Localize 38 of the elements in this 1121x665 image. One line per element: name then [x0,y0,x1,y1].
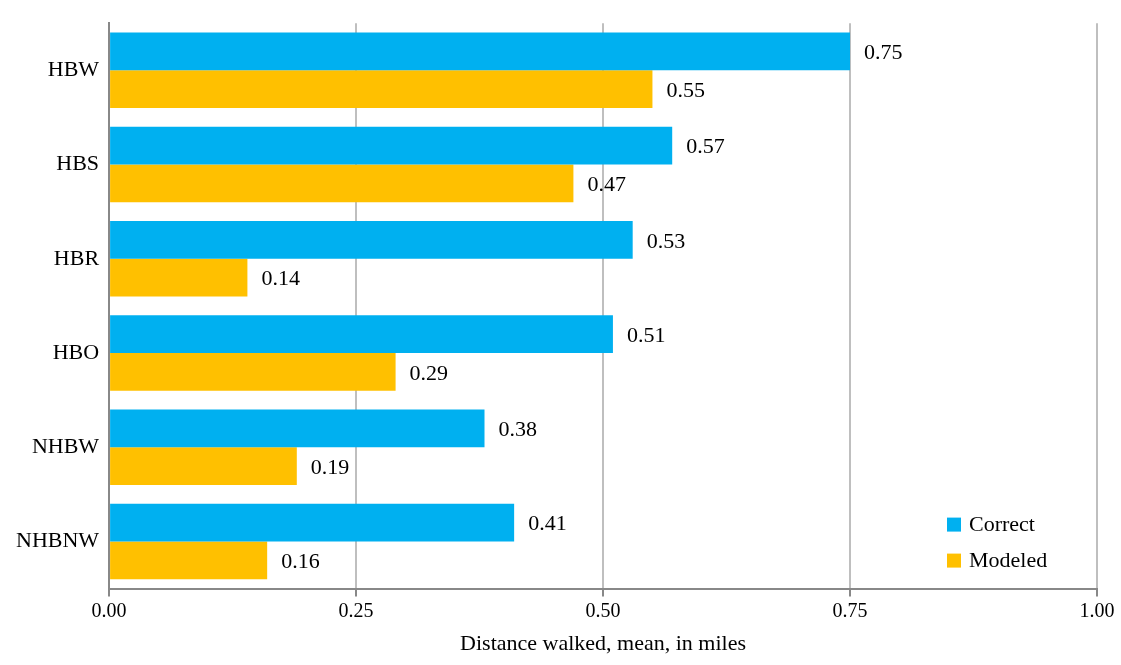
bar [110,221,633,259]
y-tick-label: HBW [47,56,100,82]
x-tick-label: 0.75 [832,598,868,621]
x-tick-label: 1.00 [1079,598,1115,621]
y-tick-label: HBO [52,338,100,364]
y-tick-label: HBS [56,150,100,176]
y-tick-label: NHBNW [15,527,100,553]
x-tick-label: 0.50 [585,598,621,621]
data-label: 0.38 [498,416,537,442]
bar [110,315,613,354]
data-label: 0.55 [666,76,705,102]
bar [110,541,268,580]
y-tick-label: HBR [53,244,100,270]
data-label: 0.51 [626,321,666,347]
data-label: 0.14 [261,265,300,291]
bar [110,70,653,109]
bar [110,353,396,391]
data-label: 0.41 [528,510,567,536]
bar [110,258,248,297]
bar [110,164,574,203]
data-label: 0.57 [686,133,725,159]
x-tick-label: 0.00 [91,598,127,621]
data-label: 0.53 [646,227,686,253]
data-label: 0.19 [310,453,350,479]
bar [110,503,515,542]
legend-label: Modeled [969,547,1048,573]
data-label: 0.16 [281,548,320,574]
bar [110,126,673,165]
data-label: 0.47 [587,171,626,197]
bar [110,409,485,448]
x-tick-label: 0.25 [338,598,374,621]
bar [110,447,297,485]
y-tick-label: NHBW [31,433,100,459]
data-label: 0.29 [409,359,449,385]
data-label: 0.75 [864,39,903,65]
legend-label: Correct [969,511,1035,537]
x-axis-title: Distance walked, mean, in miles [460,629,747,655]
bar [110,32,851,71]
